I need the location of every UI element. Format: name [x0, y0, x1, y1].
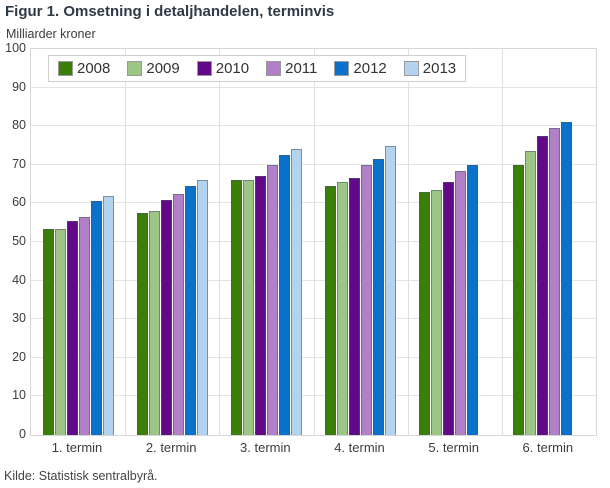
- bar-2011-6-termin: [549, 128, 561, 435]
- bar-group-3-termin: [219, 49, 313, 435]
- bar-group-2-termin: [125, 49, 219, 435]
- legend-item-2008: 2008: [58, 60, 110, 77]
- bar-2012-2-termin: [184, 186, 196, 435]
- legend-swatch-2013: [403, 61, 419, 76]
- legend-swatch-2010: [196, 61, 212, 76]
- y-tick-label-0: 0: [19, 427, 26, 441]
- bar-group-1-termin: [31, 49, 125, 435]
- bar-2008-6-termin: [513, 164, 525, 435]
- bar-2012-4-termin: [373, 159, 385, 435]
- bar-group-5-termin: [408, 49, 502, 435]
- x-tick-label-3-termin: 3. termin: [240, 440, 291, 455]
- x-tick-label-2-termin: 2. termin: [145, 440, 197, 455]
- bar-2012-3-termin: [278, 155, 290, 435]
- bar-2009-4-termin: [337, 182, 349, 435]
- legend-swatch-2009: [127, 61, 143, 76]
- bar-2012-5-termin: [467, 164, 479, 435]
- bar-2010-3-termin: [254, 176, 266, 435]
- bar-group-4-termin: [314, 49, 408, 435]
- bar-2012-6-termin: [561, 122, 573, 435]
- y-tick-label-40: 40: [12, 272, 26, 287]
- bar-2013-4-termin: [385, 145, 397, 435]
- bar-2011-2-termin: [172, 193, 184, 435]
- legend-item-2010: 2010: [196, 60, 250, 77]
- y-tick-label-10: 10: [12, 388, 26, 403]
- x-tick-label-4-termin: 4. termin: [334, 440, 385, 455]
- y-tick-label-80: 80: [12, 118, 26, 133]
- y-tick-label-60: 60: [12, 195, 26, 210]
- legend-item-2013: 2013: [403, 60, 457, 77]
- bar-2012-1-termin: [90, 201, 102, 435]
- legend-swatch-2008: [58, 61, 73, 76]
- bar-2008-2-termin: [136, 213, 148, 435]
- bar-2013-3-termin: [290, 149, 302, 435]
- legend-label-2008: 2008: [77, 60, 111, 77]
- source-note: Kilde: Statistisk sentralbyrå.: [4, 469, 158, 483]
- gridline-x-5: [501, 49, 503, 435]
- y-tick-label-100: 100: [5, 41, 26, 55]
- bar-2008-5-termin: [419, 191, 431, 435]
- x-tick-label-5-termin: 5. termin: [428, 440, 479, 455]
- bar-2010-2-termin: [160, 199, 172, 435]
- bar-2009-6-termin: [525, 151, 537, 435]
- bar-group-6-termin: [502, 49, 596, 435]
- legend-label-2013: 2013: [422, 60, 457, 77]
- bar-2009-3-termin: [242, 180, 254, 435]
- bar-2013-1-termin: [102, 195, 114, 435]
- y-tick-label-90: 90: [12, 79, 26, 94]
- bar-2008-3-termin: [230, 180, 242, 435]
- bar-2011-1-termin: [78, 216, 90, 435]
- plot-area: [30, 48, 597, 436]
- legend-item-2009: 2009: [127, 60, 180, 77]
- bar-2008-4-termin: [325, 186, 337, 435]
- gridline-x-1: [125, 49, 127, 435]
- y-tick-label-50: 50: [12, 234, 26, 248]
- legend-label-2010: 2010: [215, 60, 250, 77]
- bar-2009-5-termin: [431, 189, 443, 435]
- legend-swatch-2012: [334, 61, 350, 76]
- bar-2009-2-termin: [148, 211, 160, 435]
- x-tick-label-6-termin: 6. termin: [522, 440, 574, 455]
- bar-2008-1-termin: [42, 228, 54, 435]
- bar-2010-1-termin: [66, 220, 78, 435]
- y-axis-unit-label: Milliarder kroner: [6, 27, 96, 41]
- y-tick-label-20: 20: [12, 349, 26, 364]
- bar-2011-5-termin: [455, 170, 467, 435]
- legend-item-2012: 2012: [334, 60, 387, 77]
- y-tick-label-70: 70: [12, 156, 26, 171]
- bar-2010-4-termin: [349, 178, 361, 435]
- legend: 2008 2009 2010 2011 2012 2013: [48, 55, 467, 82]
- legend-swatch-2011: [266, 61, 282, 76]
- gridline-x-4: [407, 49, 409, 435]
- gridline-x-3: [313, 49, 315, 435]
- y-tick-label-30: 30: [12, 311, 26, 326]
- bar-2013-2-termin: [196, 180, 208, 435]
- legend-label-2011: 2011: [285, 60, 318, 77]
- chart-title: Figur 1. Omsetning i detaljhandelen, ter…: [5, 3, 335, 20]
- bar-2011-4-termin: [361, 164, 373, 435]
- gridline-x-2: [219, 49, 221, 435]
- legend-label-2009: 2009: [146, 60, 180, 77]
- bar-2011-3-termin: [266, 164, 278, 435]
- bar-2009-1-termin: [54, 228, 66, 435]
- bar-2010-6-termin: [537, 135, 549, 435]
- legend-label-2012: 2012: [353, 60, 387, 77]
- x-tick-label-1-termin: 1. termin: [51, 440, 103, 455]
- bar-2010-5-termin: [443, 182, 455, 435]
- legend-item-2011: 2011: [266, 60, 317, 77]
